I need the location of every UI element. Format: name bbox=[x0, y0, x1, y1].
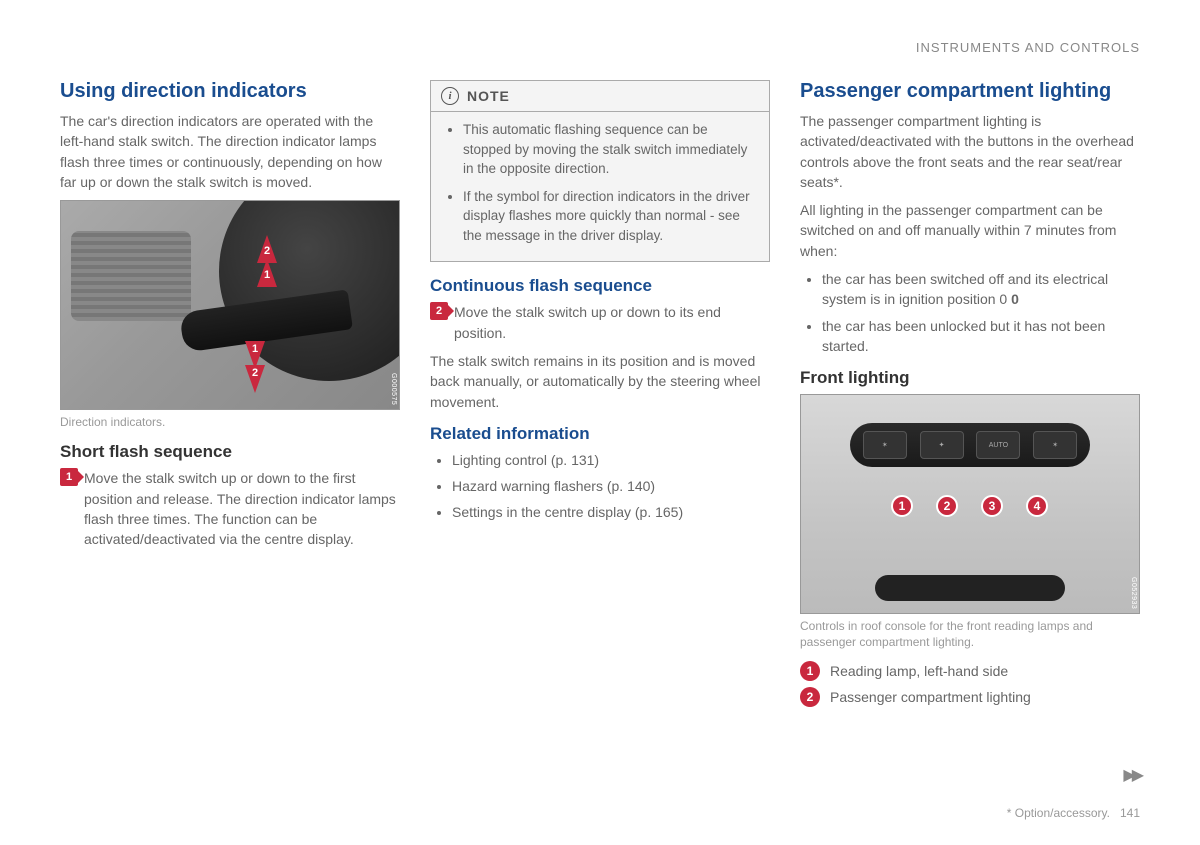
note-title: NOTE bbox=[467, 88, 510, 104]
step-2-marker: 2 bbox=[430, 302, 448, 320]
lighting-intro: The passenger compartment lighting is ac… bbox=[800, 111, 1140, 192]
related-item-1: Lighting control (p. 131) bbox=[452, 450, 770, 470]
info-icon: i bbox=[441, 87, 459, 105]
vent-graphic bbox=[71, 231, 191, 321]
continuous-after-text: The stalk switch remains in its position… bbox=[430, 351, 770, 412]
step-2-row: 2 Move the stalk switch up or down to it… bbox=[430, 302, 770, 343]
note-item-2: If the symbol for direction indicators i… bbox=[463, 187, 757, 246]
arrow-down-1-label: 1 bbox=[252, 343, 258, 355]
note-item-1: This automatic flashing sequence can be … bbox=[463, 120, 757, 179]
panel-button-2: ✦ bbox=[920, 431, 964, 459]
section-title-lighting: Passenger compartment lighting bbox=[800, 80, 1140, 103]
figure-code: G000575 bbox=[390, 373, 397, 405]
breadcrumb: INSTRUMENTS AND CONTROLS bbox=[60, 40, 1140, 55]
continue-icon: ▶▶ bbox=[1123, 765, 1140, 785]
step-1-text: Move the stalk switch up or down to the … bbox=[84, 468, 400, 549]
legend-marker-2: 2 bbox=[800, 687, 820, 707]
figure2-code: G052933 bbox=[1130, 577, 1137, 609]
lighting-bullet-1: the car has been switched off and its el… bbox=[822, 269, 1140, 310]
panel-button-1: ✶ bbox=[863, 431, 907, 459]
legend-marker-1: 1 bbox=[800, 661, 820, 681]
column-right: Passenger compartment lighting The passe… bbox=[800, 80, 1140, 713]
legend-row-1: 1 Reading lamp, left-hand side bbox=[800, 661, 1140, 681]
note-box: i NOTE This automatic flashing sequence … bbox=[430, 80, 770, 262]
figure-caption: Direction indicators. bbox=[60, 414, 400, 430]
related-list: Lighting control (p. 131) Hazard warning… bbox=[430, 450, 770, 523]
related-item-2: Hazard warning flashers (p. 140) bbox=[452, 476, 770, 496]
figure-stalk-switch: 2 1 1 2 G000575 bbox=[60, 200, 400, 410]
content-columns: Using direction indicators The car's dir… bbox=[60, 80, 1140, 713]
page-number: 141 bbox=[1120, 806, 1140, 820]
section-title-indicators: Using direction indicators bbox=[60, 80, 400, 103]
legend-text-1: Reading lamp, left-hand side bbox=[830, 661, 1008, 681]
figure2-caption: Controls in roof console for the front r… bbox=[800, 618, 1140, 650]
arrow-up-1-label: 1 bbox=[264, 269, 270, 281]
footer: * Option/accessory. 141 bbox=[1007, 806, 1140, 820]
subsection-continuous-flash: Continuous flash sequence bbox=[430, 276, 770, 296]
footnote: * Option/accessory. bbox=[1007, 806, 1110, 820]
lighting-para2: All lighting in the passenger compartmen… bbox=[800, 200, 1140, 261]
panel-button-3-auto: AUTO bbox=[976, 431, 1020, 459]
arrow-down-2-label: 2 bbox=[252, 367, 258, 379]
legend-text-2: Passenger compartment lighting bbox=[830, 687, 1031, 707]
step-2-text: Move the stalk switch up or down to its … bbox=[454, 302, 770, 343]
step-1-row: 1 Move the stalk switch up or down to th… bbox=[60, 468, 400, 549]
column-middle: i NOTE This automatic flashing sequence … bbox=[430, 80, 770, 713]
subsection-short-flash: Short flash sequence bbox=[60, 442, 400, 462]
panel-button-4: ✶ bbox=[1033, 431, 1077, 459]
legend-row-2: 2 Passenger compartment lighting bbox=[800, 687, 1140, 707]
subsection-front-lighting: Front lighting bbox=[800, 368, 1140, 388]
arrow-up-2-label: 2 bbox=[264, 245, 270, 257]
subsection-related: Related information bbox=[430, 424, 770, 444]
lower-panel bbox=[875, 575, 1065, 601]
related-item-3: Settings in the centre display (p. 165) bbox=[452, 502, 770, 522]
note-body: This automatic flashing sequence can be … bbox=[431, 112, 769, 261]
figure-roof-console: ✶ ✦ AUTO ✶ 1 2 3 4 G052933 bbox=[800, 394, 1140, 614]
intro-text: The car's direction indicators are opera… bbox=[60, 111, 400, 192]
lighting-bullets: the car has been switched off and its el… bbox=[800, 269, 1140, 356]
note-header: i NOTE bbox=[431, 81, 769, 112]
overhead-panel: ✶ ✦ AUTO ✶ bbox=[850, 423, 1090, 467]
step-1-marker: 1 bbox=[60, 468, 78, 486]
lighting-bullet-2: the car has been unlocked but it has not… bbox=[822, 316, 1140, 357]
column-left: Using direction indicators The car's dir… bbox=[60, 80, 400, 713]
